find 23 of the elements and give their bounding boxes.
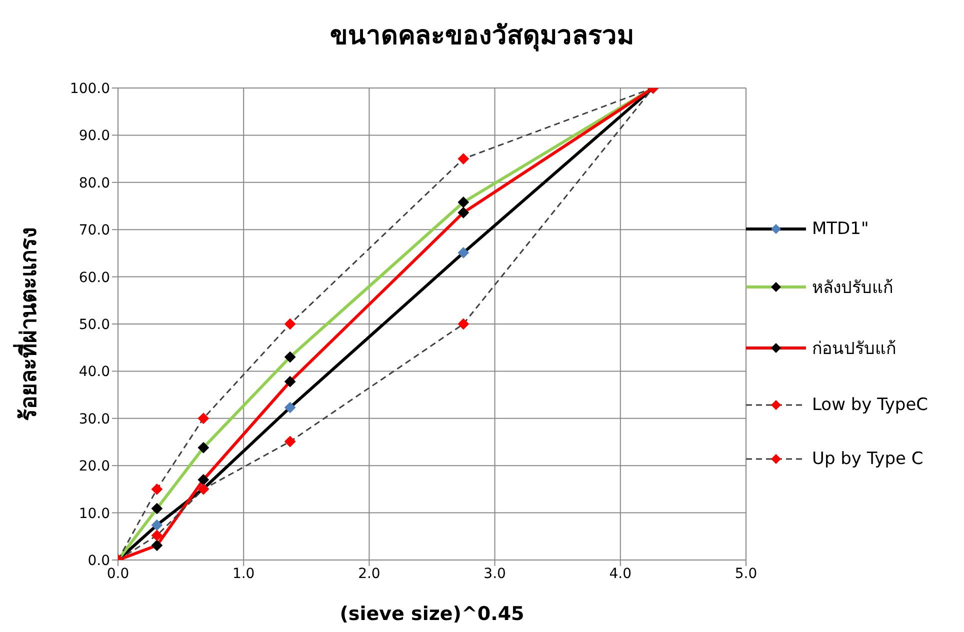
x-tick-label: 5.0 (734, 566, 758, 582)
y-tick-label: 70.0 (78, 222, 110, 239)
x-tick-label: 2.0 (358, 566, 380, 582)
y-tick-label: 80.0 (78, 175, 110, 192)
x-tick-label: 4.0 (609, 566, 632, 582)
y-tick-label: 50.0 (78, 316, 110, 333)
y-tick-label: 30.0 (78, 411, 110, 428)
y-tick-label: 90.0 (78, 128, 110, 144)
legend-label: ก่อนปรับแก้ (812, 338, 896, 361)
y-tick-label: 40.0 (78, 364, 110, 380)
legend-label: Up by Type C (812, 449, 924, 469)
x-tick-label: 3.0 (484, 566, 506, 582)
y-axis-title: ร้อยละที่ผ่านตะแกรง (12, 227, 42, 421)
legend-label: หลังปรับแก้ (812, 277, 893, 300)
legend-label: Low by TypeC (812, 395, 928, 415)
x-tick-label: 1.0 (232, 566, 255, 582)
y-tick-label: 10.0 (78, 506, 110, 522)
legend-label: MTD1" (812, 219, 869, 239)
y-tick-label: 20.0 (78, 458, 110, 475)
chart-title: ขนาดคละของวัสดุมวลรวม (329, 20, 635, 54)
y-tick-label: 60.0 (78, 270, 110, 286)
x-axis-title: (sieve size)^0.45 (340, 603, 524, 625)
y-tick-label: 100.0 (70, 80, 110, 97)
